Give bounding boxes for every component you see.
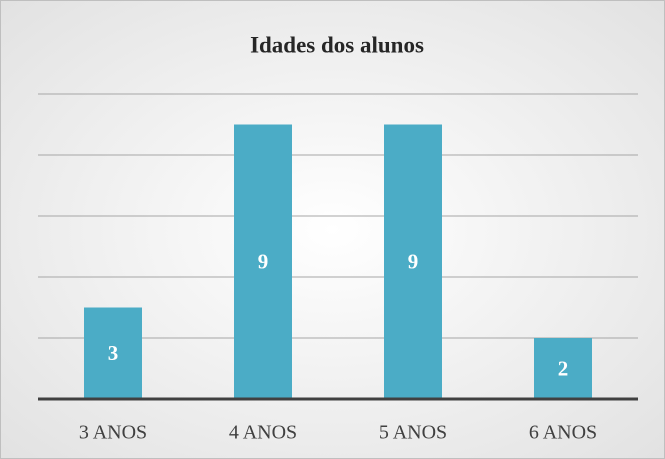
chart-title: Idades dos alunos bbox=[250, 32, 424, 57]
x-tick-label: 4 ANOS bbox=[229, 422, 297, 444]
x-tick-label: 5 ANOS bbox=[379, 422, 447, 444]
bar bbox=[84, 307, 142, 399]
bar bbox=[384, 124, 442, 399]
bar bbox=[534, 338, 592, 399]
data-label: 9 bbox=[408, 250, 419, 274]
x-tick-label: 3 ANOS bbox=[79, 422, 147, 444]
data-label: 9 bbox=[258, 250, 269, 274]
data-label: 3 bbox=[108, 341, 119, 365]
data-label: 2 bbox=[558, 356, 569, 380]
bar bbox=[234, 124, 292, 399]
x-tick-label: 6 ANOS bbox=[529, 422, 597, 444]
